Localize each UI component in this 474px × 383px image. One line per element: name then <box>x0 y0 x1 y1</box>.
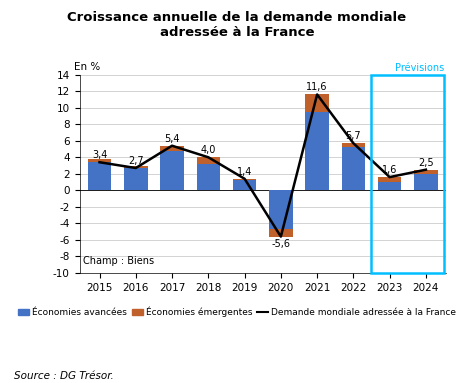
Text: 5,7: 5,7 <box>346 131 361 141</box>
Bar <box>197 157 220 164</box>
Text: 4,0: 4,0 <box>201 145 216 155</box>
Bar <box>88 159 111 190</box>
Text: Champ : Biens: Champ : Biens <box>83 256 155 266</box>
Text: -5,6: -5,6 <box>271 239 291 249</box>
Text: 3,4: 3,4 <box>92 150 107 160</box>
Bar <box>342 143 365 147</box>
Bar <box>124 165 147 168</box>
Text: Croissance annuelle de la demande mondiale
adressée à la France: Croissance annuelle de la demande mondia… <box>67 11 407 39</box>
Bar <box>378 177 401 182</box>
Bar <box>378 182 401 190</box>
Bar <box>269 229 292 237</box>
Bar <box>233 179 256 180</box>
Bar <box>305 95 329 112</box>
Text: 2,7: 2,7 <box>128 156 144 166</box>
Bar <box>160 146 184 152</box>
Bar <box>305 112 329 190</box>
Bar <box>124 165 147 190</box>
Legend: Économies avancées, Économies émergentes, Demande mondiale adressée à la France: Économies avancées, Économies émergentes… <box>15 303 460 321</box>
Bar <box>197 164 220 190</box>
Text: Source : DG Trésor.: Source : DG Trésor. <box>14 371 114 381</box>
Bar <box>342 147 365 190</box>
Text: 2,5: 2,5 <box>418 157 434 168</box>
Bar <box>414 174 438 190</box>
Bar <box>233 180 256 190</box>
Bar <box>88 159 111 162</box>
Text: 5,4: 5,4 <box>164 134 180 144</box>
Bar <box>160 152 184 190</box>
Text: 11,6: 11,6 <box>306 82 328 92</box>
Bar <box>269 190 292 229</box>
Text: 1,6: 1,6 <box>382 165 397 175</box>
Text: Prévisions: Prévisions <box>395 64 444 74</box>
Text: 1,4: 1,4 <box>237 167 252 177</box>
Text: En %: En % <box>74 62 100 72</box>
Bar <box>371 75 444 273</box>
Bar <box>414 170 438 174</box>
